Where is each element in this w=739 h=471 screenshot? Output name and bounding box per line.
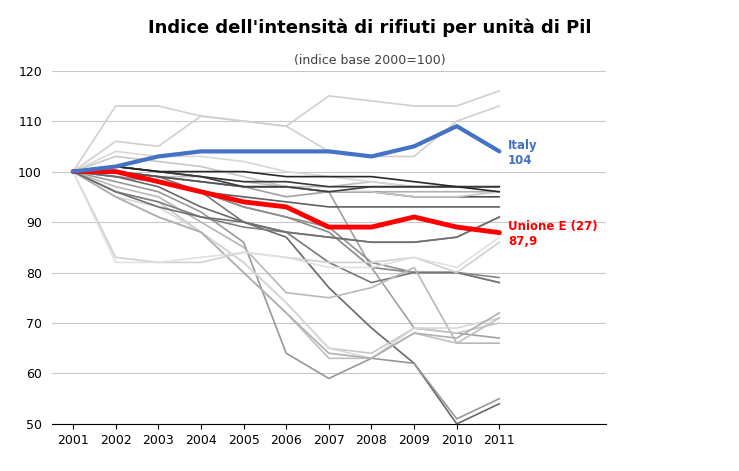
Text: 104: 104 [508, 154, 532, 167]
Text: Unione E (27): Unione E (27) [508, 220, 598, 233]
Text: Indice dell'intensità di rifiuti per unità di Pil: Indice dell'intensità di rifiuti per uni… [148, 19, 591, 37]
Text: 87,9: 87,9 [508, 235, 537, 248]
Text: (indice base 2000=100): (indice base 2000=100) [293, 54, 446, 67]
Text: Italy: Italy [508, 139, 537, 152]
